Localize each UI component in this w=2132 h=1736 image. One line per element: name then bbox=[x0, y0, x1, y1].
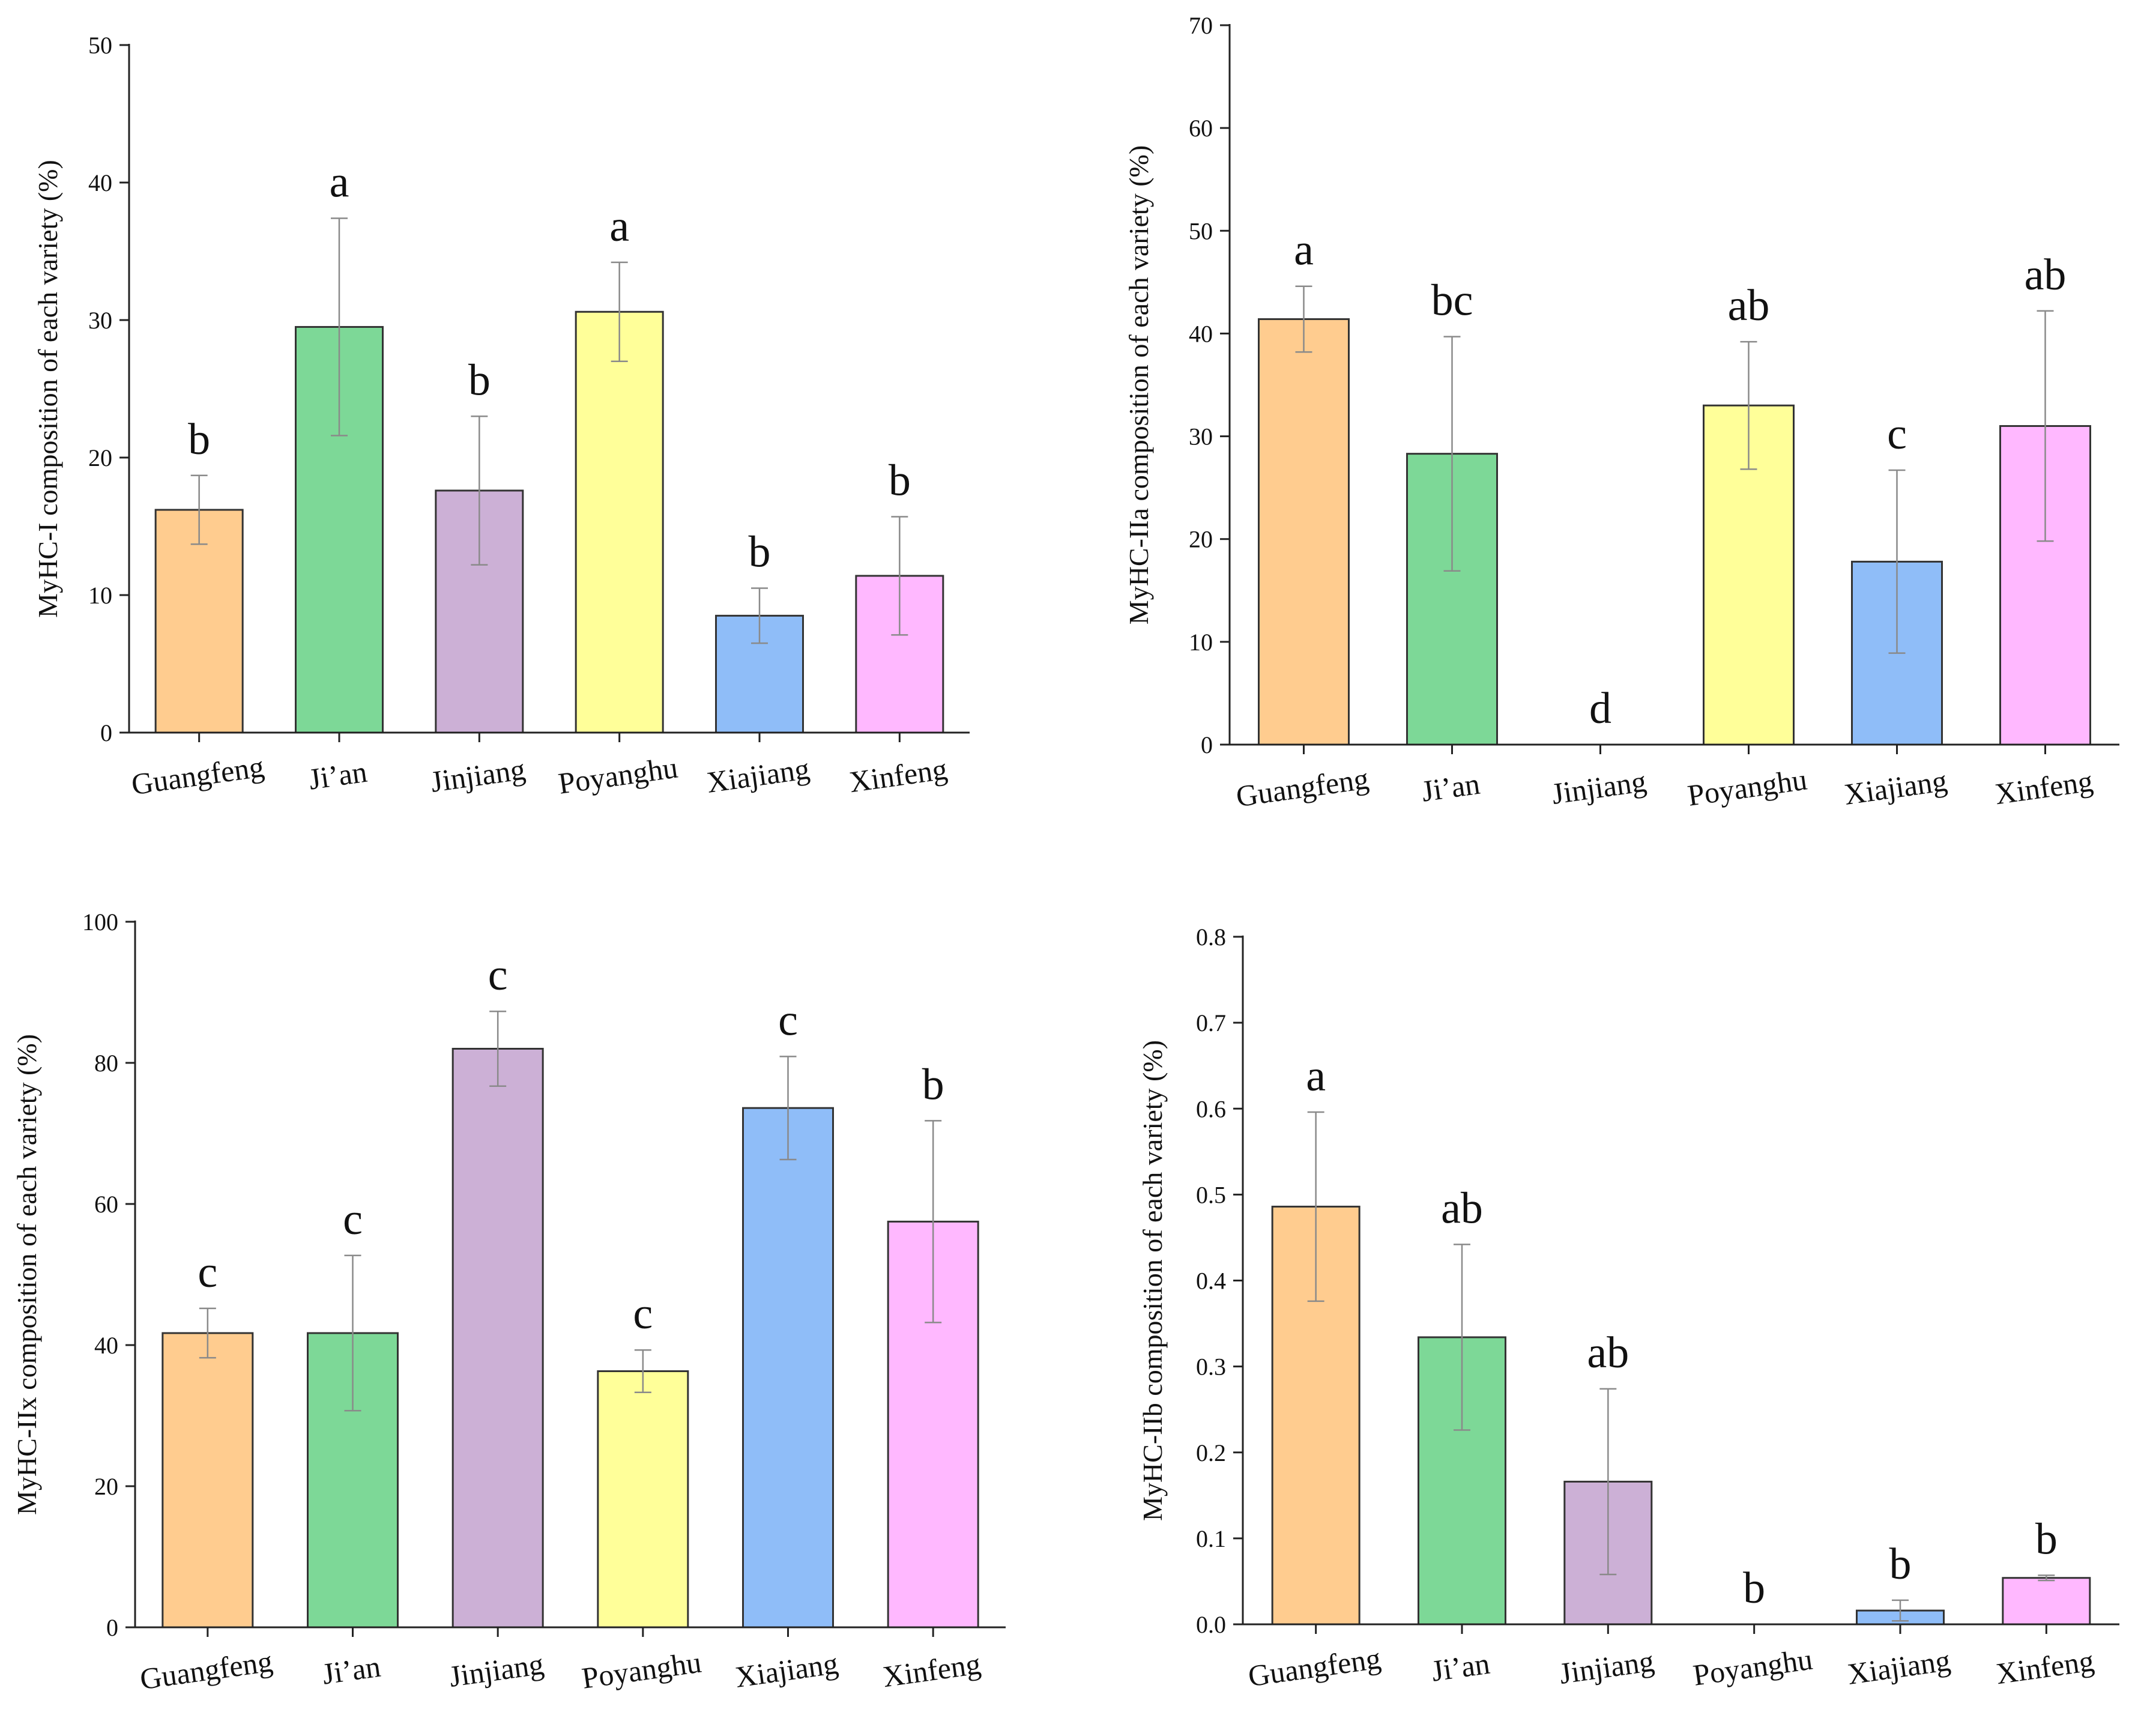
y-tick-label: 40 bbox=[94, 1332, 118, 1359]
y-axis-title: MyHC-IIx composition of each variety (%) bbox=[11, 1034, 42, 1515]
y-tick-label: 30 bbox=[1189, 423, 1213, 450]
bar-jinjiang bbox=[451, 1048, 544, 1629]
category-label: Xinfeng bbox=[1993, 764, 2095, 811]
bar-poyanghu bbox=[575, 310, 664, 734]
y-tick-label: 0.5 bbox=[1196, 1181, 1226, 1208]
y-tick-label: 20 bbox=[94, 1473, 118, 1500]
y-tick-label: 60 bbox=[94, 1191, 118, 1218]
significance-label: a bbox=[609, 202, 629, 251]
category-label: Xinfeng bbox=[1994, 1644, 2096, 1690]
y-tick-label: 0.3 bbox=[1196, 1353, 1226, 1381]
panel-myhc-i: 0 10 20 30 40 50 b Guangfeng a Ji’an b Jinjiang a Poy… bbox=[32, 32, 970, 801]
panel-myhc-iix: 0 20 40 60 80 100 c Guangfeng c Ji’an c Jinjiang c Po… bbox=[11, 909, 1006, 1696]
category-label: Poyanghu bbox=[556, 751, 680, 800]
category-label: Xiajiang bbox=[1845, 1643, 1952, 1690]
category-label: Ji’an bbox=[307, 755, 369, 796]
y-tick-label: 0.1 bbox=[1196, 1525, 1226, 1552]
y-tick-label: 70 bbox=[1189, 12, 1213, 39]
y-tick-label: 50 bbox=[1189, 217, 1213, 244]
y-tick-label: 10 bbox=[1189, 629, 1213, 656]
y-tick-label: 60 bbox=[1189, 115, 1213, 142]
y-tick-label: 0.0 bbox=[1196, 1611, 1226, 1638]
panel-myhc-iia: 0 10 20 30 40 50 60 70 a Guangfeng bc Ji’an d Jinjian… bbox=[1123, 12, 2119, 813]
y-tick-label: 40 bbox=[88, 169, 112, 196]
category-label: Guangfeng bbox=[1246, 1641, 1383, 1693]
y-tick-label: 40 bbox=[1189, 320, 1213, 347]
category-label: Xinfeng bbox=[881, 1647, 983, 1693]
significance-label: b bbox=[922, 1060, 944, 1109]
y-tick-label: 0.2 bbox=[1196, 1439, 1226, 1466]
category-label: Xinfeng bbox=[847, 752, 949, 799]
category-label: Xiajiang bbox=[704, 751, 811, 799]
y-tick-label: 0.7 bbox=[1196, 1009, 1226, 1036]
significance-label: a bbox=[1294, 226, 1314, 275]
y-tick-label: 0.8 bbox=[1196, 924, 1226, 951]
significance-label: c bbox=[488, 951, 508, 1000]
y-axis-title: MyHC-IIa composition of each variety (%) bbox=[1123, 145, 1154, 625]
category-label: Poyanghu bbox=[1691, 1642, 1814, 1692]
significance-label: b bbox=[1889, 1540, 1912, 1589]
y-axis-title: MyHC-IIb composition of each variety (%) bbox=[1137, 1040, 1168, 1521]
category-label: Guangfeng bbox=[129, 749, 266, 801]
category-label: Ji’an bbox=[320, 1650, 382, 1691]
significance-label: a bbox=[1306, 1051, 1326, 1101]
bar-poyanghu bbox=[597, 1370, 689, 1629]
y-tick-label: 10 bbox=[88, 582, 112, 609]
bar-jian bbox=[1418, 1336, 1506, 1626]
category-label: Guangfeng bbox=[1234, 761, 1371, 813]
y-axis-title: MyHC-I composition of each variety (%) bbox=[32, 160, 63, 618]
significance-label: bc bbox=[1431, 276, 1473, 325]
significance-label: b bbox=[1743, 1564, 1765, 1613]
y-tick-label: 20 bbox=[1189, 526, 1213, 553]
y-tick-label: 50 bbox=[88, 32, 112, 59]
category-label: Jinjiang bbox=[1557, 1644, 1656, 1690]
y-tick-label: 0 bbox=[1201, 731, 1213, 758]
category-label: Ji’an bbox=[1430, 1647, 1492, 1688]
y-tick-label: 30 bbox=[88, 307, 112, 334]
significance-label: ab bbox=[2025, 250, 2067, 300]
y-tick-label: 0 bbox=[100, 719, 112, 746]
significance-label: b bbox=[188, 415, 210, 464]
significance-label: b bbox=[889, 456, 911, 505]
significance-label: c bbox=[343, 1195, 363, 1244]
y-tick-label: 0.6 bbox=[1196, 1095, 1226, 1122]
category-label: Xiajiang bbox=[1842, 763, 1949, 811]
y-tick-label: 80 bbox=[94, 1050, 118, 1077]
significance-label: d bbox=[1589, 684, 1611, 733]
bar-xiajiang bbox=[742, 1107, 834, 1629]
significance-label: b bbox=[468, 355, 491, 405]
y-tick-label: 100 bbox=[82, 909, 118, 936]
significance-label: c bbox=[198, 1248, 217, 1297]
category-label: Poyanghu bbox=[1685, 763, 1809, 812]
significance-label: c bbox=[778, 996, 798, 1045]
significance-label: ab bbox=[1587, 1328, 1629, 1378]
category-label: Jinjiang bbox=[1550, 764, 1649, 810]
significance-label: ab bbox=[1441, 1184, 1483, 1233]
significance-label: c bbox=[633, 1289, 653, 1338]
significance-label: c bbox=[1887, 410, 1907, 459]
y-tick-label: 0.4 bbox=[1196, 1268, 1226, 1295]
significance-label: a bbox=[330, 158, 349, 207]
bar-guangfeng bbox=[1258, 318, 1350, 746]
y-tick-label: 20 bbox=[88, 444, 112, 471]
panel-myhc-iib: 0.0 0.1 0.2 0.3 0.4 0.5 0.6 0.7 0.8 a Guangfeng ab J… bbox=[1137, 924, 2119, 1693]
category-label: Guangfeng bbox=[138, 1644, 275, 1696]
category-label: Poyanghu bbox=[580, 1645, 704, 1695]
significance-label: b bbox=[749, 528, 771, 577]
category-label: Jinjiang bbox=[429, 752, 528, 798]
bar-guangfeng bbox=[162, 1332, 254, 1629]
category-label: Ji’an bbox=[1419, 767, 1482, 808]
significance-label: b bbox=[2035, 1514, 2058, 1564]
category-label: Xiajiang bbox=[733, 1646, 840, 1693]
bar-xinfeng bbox=[2002, 1577, 2091, 1626]
category-label: Jinjiang bbox=[447, 1647, 546, 1693]
significance-label: ab bbox=[1728, 281, 1770, 330]
y-tick-label: 0 bbox=[106, 1614, 118, 1641]
